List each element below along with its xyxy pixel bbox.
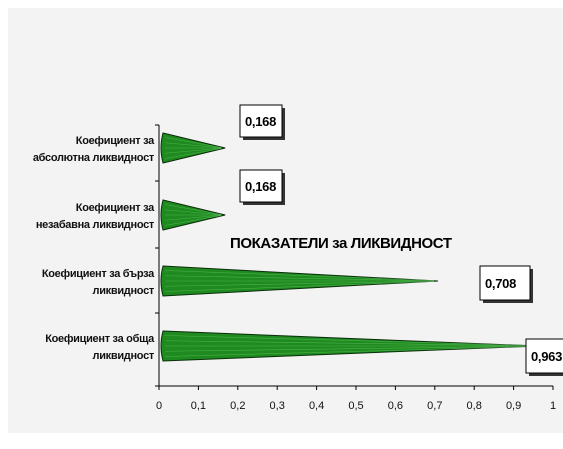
- bar-shine: [164, 142, 222, 149]
- bars-layer: [160, 132, 539, 362]
- bar-shine: [164, 345, 535, 352]
- bar-shine: [164, 137, 222, 148]
- data-label: 0,168: [245, 114, 276, 129]
- data-label: 0,168: [245, 179, 276, 194]
- category-label: Коефициент за незабавна ликвидност: [36, 202, 155, 231]
- category-label: Коефициент за обща ликвидност: [45, 333, 155, 362]
- x-tick-label: 0,8: [467, 400, 482, 412]
- x-tick-label: 0,6: [388, 400, 403, 412]
- data-label: 0,708: [485, 276, 516, 291]
- x-tick-label: 0,7: [427, 400, 442, 412]
- chart-title: ПОКАЗАТЕЛИ за ЛИКВИДНОСТ: [230, 235, 452, 252]
- category-label: Коефициент за бърза ликвидност: [42, 268, 155, 297]
- bar-shine: [164, 270, 434, 281]
- x-tick-label: 0,2: [230, 400, 245, 412]
- bar-shine: [164, 346, 535, 357]
- bar-shine: [164, 275, 434, 282]
- x-tick-label: 0: [156, 400, 162, 412]
- x-tick-label: 0,3: [270, 400, 285, 412]
- x-tick-label: 0,1: [191, 400, 206, 412]
- x-tick-label: 0,5: [348, 400, 363, 412]
- bar-shine: [164, 280, 434, 287]
- bar-shine: [164, 209, 222, 216]
- x-tick-label: 1: [550, 400, 556, 412]
- plot-background: [8, 8, 563, 433]
- data-label: 0,963: [531, 349, 562, 364]
- bar-shine: [164, 214, 222, 221]
- x-tick-label: 0,4: [309, 400, 324, 412]
- bar-shine: [164, 147, 222, 154]
- data-label-box: [239, 169, 283, 203]
- data-label-box: [239, 104, 283, 138]
- data-label-box: [525, 338, 563, 374]
- bar-shine: [164, 335, 535, 346]
- x-tick-label: 0,9: [506, 400, 521, 412]
- category-label: Коефициент за абсолютна ликвидност: [33, 135, 155, 164]
- data-label-box: [479, 265, 531, 301]
- bar-shine: [164, 148, 222, 159]
- bar-shine: [164, 215, 222, 226]
- bar-shine: [164, 281, 434, 292]
- axis-layer: 0 0,1 0,2 0,3 0,4 0,5 0,6 0,7 0,8 0,9 1: [155, 124, 556, 412]
- bar-shine: [164, 204, 222, 215]
- labels-layer: Коефициент за абсолютна ликвидност 0,168 Ко…: [33, 104, 563, 376]
- bar-shine: [164, 340, 535, 347]
